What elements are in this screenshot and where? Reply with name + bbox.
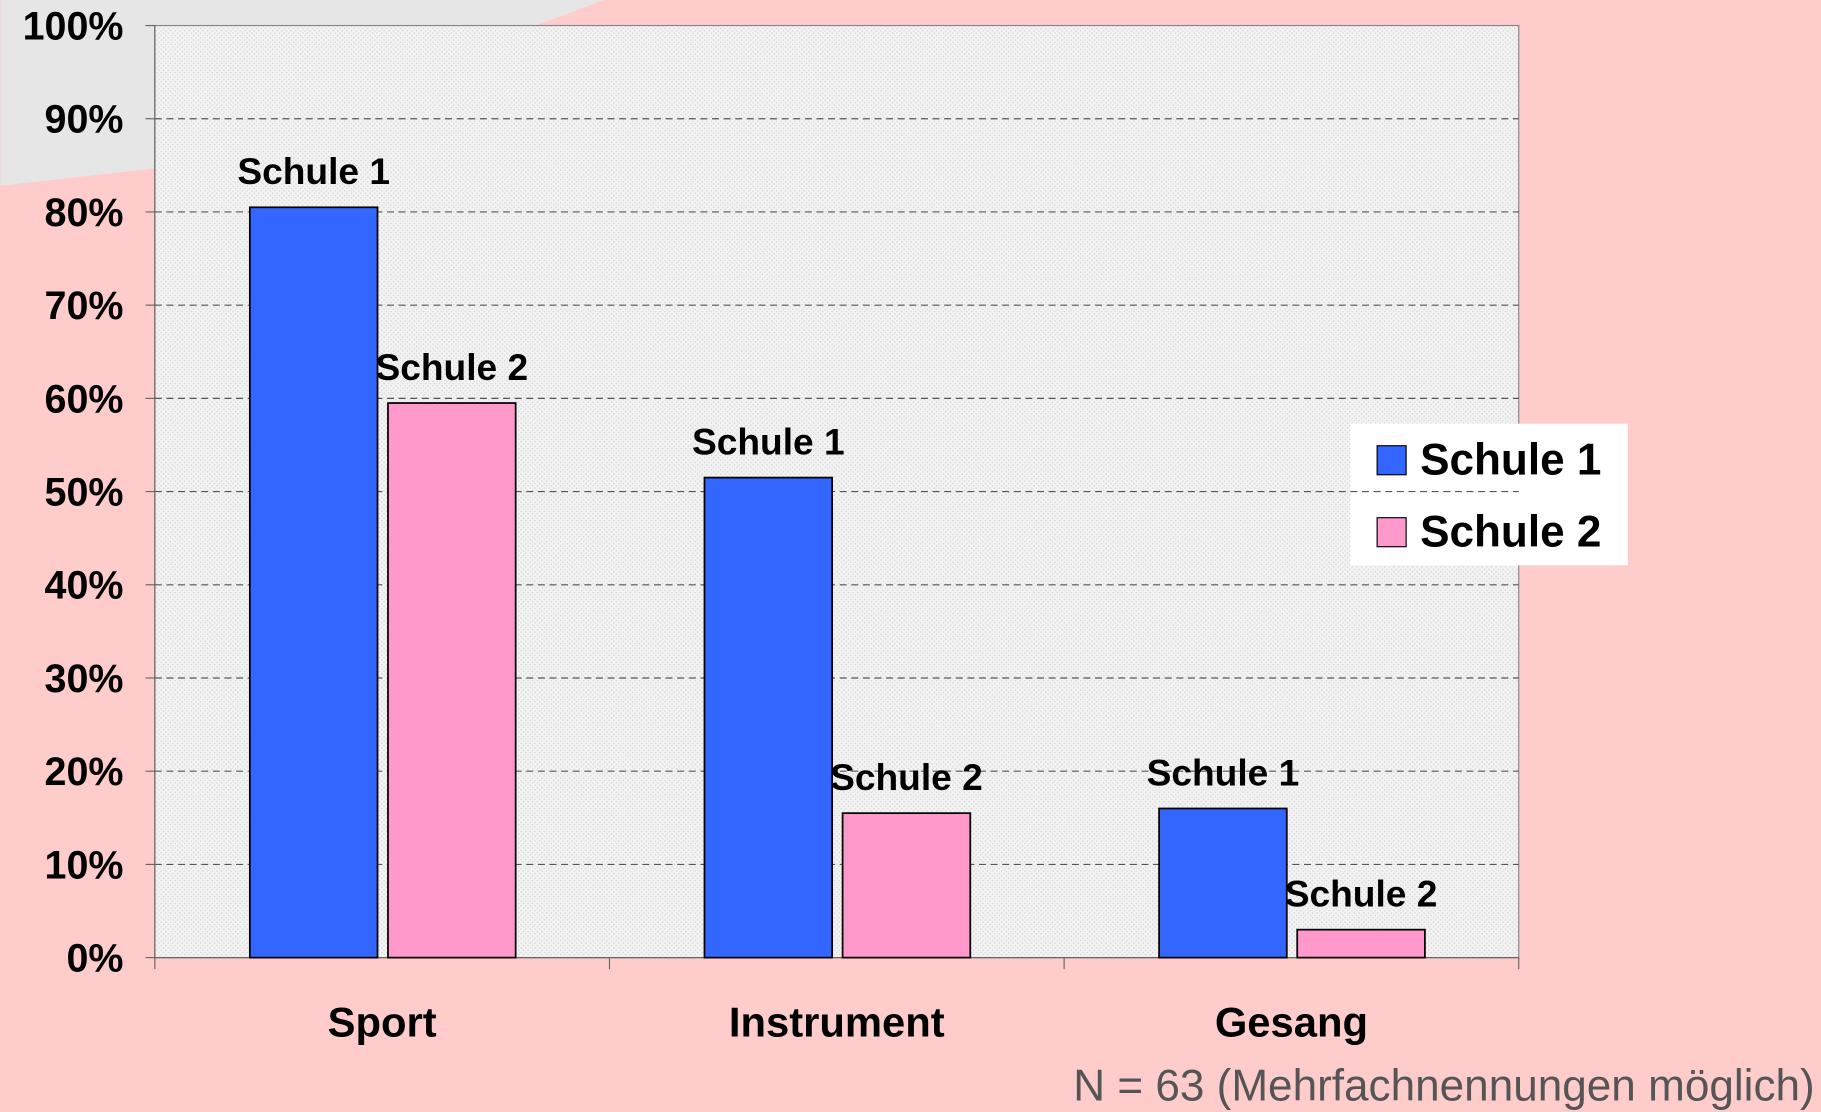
y-tick-label: 30% bbox=[45, 657, 124, 701]
legend-label: Schule 2 bbox=[1420, 508, 1601, 557]
data-label: Schule 2 bbox=[375, 346, 528, 388]
data-label: Schule 2 bbox=[1285, 872, 1438, 914]
footnote: N = 63 (Mehrfachnennungen möglich) bbox=[1073, 1061, 1814, 1110]
bar bbox=[248, 206, 379, 959]
x-tick-label: Instrument bbox=[729, 999, 945, 1046]
legend-swatch bbox=[1376, 445, 1407, 476]
data-label: Schule 2 bbox=[830, 756, 983, 798]
y-tick-label: 40% bbox=[45, 564, 124, 608]
bar bbox=[703, 476, 834, 959]
x-tick-label: Sport bbox=[328, 999, 437, 1046]
y-tick-label: 100% bbox=[23, 4, 124, 48]
y-tick-label: 90% bbox=[45, 98, 124, 142]
y-tick-label: 60% bbox=[45, 377, 124, 421]
data-label: Schule 1 bbox=[237, 150, 390, 192]
data-label: Schule 1 bbox=[692, 420, 845, 462]
y-tick-label: 0% bbox=[66, 937, 123, 981]
y-tick-label: 70% bbox=[45, 284, 124, 328]
legend-label: Schule 1 bbox=[1420, 436, 1601, 485]
x-tick-label: Gesang bbox=[1215, 999, 1368, 1046]
bar bbox=[841, 812, 972, 959]
y-tick-label: 50% bbox=[45, 471, 124, 515]
bar bbox=[1296, 928, 1426, 959]
bar bbox=[387, 402, 517, 959]
y-tick-label: 10% bbox=[45, 843, 124, 887]
legend-swatch bbox=[1376, 517, 1407, 548]
y-tick-label: 20% bbox=[45, 750, 124, 794]
y-tick-label: 80% bbox=[45, 191, 124, 235]
data-label: Schule 1 bbox=[1147, 751, 1300, 793]
bar bbox=[1158, 807, 1288, 959]
